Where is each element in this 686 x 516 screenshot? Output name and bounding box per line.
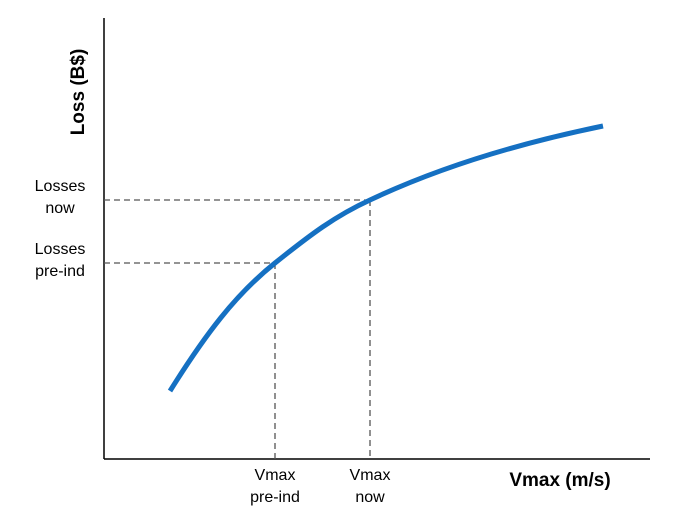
y-tick-losses-pre-ind: Losses pre-ind: [34, 241, 86, 280]
x-tick-vmax-now: Vmax now: [349, 467, 391, 506]
y-tick-losses-now: Losses now: [34, 178, 86, 217]
y-axis-title: Loss (B$): [68, 48, 89, 136]
x-axis-title: Vmax (m/s): [509, 470, 611, 491]
loss-curve: [167, 123, 604, 393]
x-tick-vmax-pre-ind: Vmax pre-ind: [250, 467, 300, 506]
